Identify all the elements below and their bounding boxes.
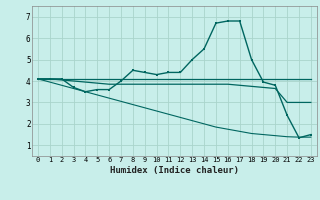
X-axis label: Humidex (Indice chaleur): Humidex (Indice chaleur)	[110, 166, 239, 175]
